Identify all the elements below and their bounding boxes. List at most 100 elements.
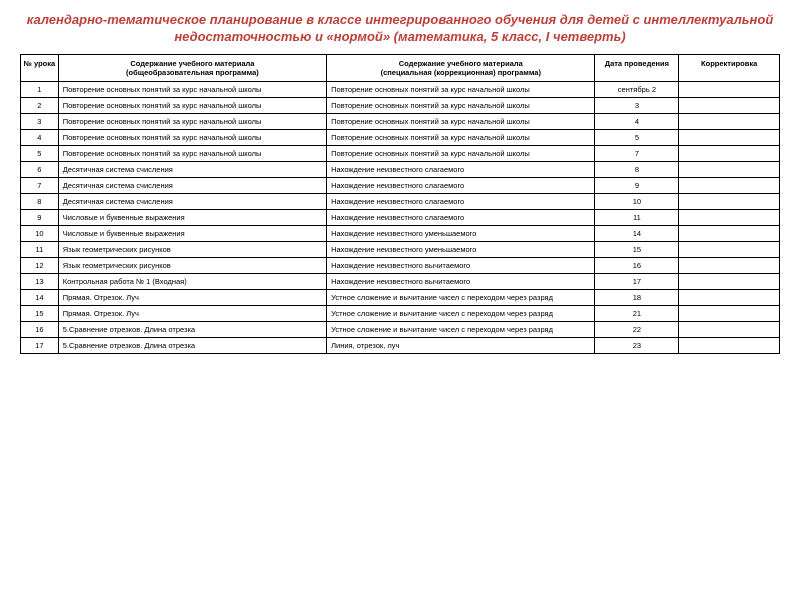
cell-date: 22 xyxy=(595,321,679,337)
cell-content-special: Устное сложение и вычитание чисел с пере… xyxy=(327,321,595,337)
cell-lesson-number: 3 xyxy=(21,113,59,129)
cell-content-general: Язык геометрических рисунков xyxy=(58,241,326,257)
col-content-special-l1: Содержание учебного материала xyxy=(329,59,592,68)
cell-content-special: Нахождение неизвестного слагаемого xyxy=(327,177,595,193)
cell-content-special: Нахождение неизвестного слагаемого xyxy=(327,161,595,177)
table-row: 7Десятичная система счисленияНахождение … xyxy=(21,177,780,193)
cell-correction xyxy=(679,97,780,113)
cell-content-special: Линия, отрезок, луч xyxy=(327,337,595,353)
plan-table: № урока Содержание учебного материала (о… xyxy=(20,54,780,354)
cell-content-general: 5.Сравнение отрезков. Длина отрезка xyxy=(58,337,326,353)
cell-correction xyxy=(679,209,780,225)
cell-date: 8 xyxy=(595,161,679,177)
cell-correction xyxy=(679,289,780,305)
table-row: 8Десятичная система счисленияНахождение … xyxy=(21,193,780,209)
cell-content-general: Повторение основных понятий за курс нача… xyxy=(58,113,326,129)
cell-correction xyxy=(679,145,780,161)
cell-content-special: Нахождение неизвестного слагаемого xyxy=(327,209,595,225)
cell-content-special: Повторение основных понятий за курс нача… xyxy=(327,129,595,145)
col-lesson-number: № урока xyxy=(21,54,59,81)
cell-date: 17 xyxy=(595,273,679,289)
cell-content-special: Повторение основных понятий за курс нача… xyxy=(327,113,595,129)
cell-content-general: Контрольная работа № 1 (Входная) xyxy=(58,273,326,289)
cell-correction xyxy=(679,257,780,273)
cell-date: 4 xyxy=(595,113,679,129)
cell-correction xyxy=(679,161,780,177)
cell-correction xyxy=(679,113,780,129)
cell-date: 9 xyxy=(595,177,679,193)
cell-lesson-number: 14 xyxy=(21,289,59,305)
cell-content-general: Повторение основных понятий за курс нача… xyxy=(58,97,326,113)
cell-content-special: Нахождение неизвестного уменьшаемого xyxy=(327,225,595,241)
col-content-special: Содержание учебного материала (специальн… xyxy=(327,54,595,81)
table-row: 13Контрольная работа № 1 (Входная)Нахожд… xyxy=(21,273,780,289)
cell-content-general: Десятичная система счисления xyxy=(58,177,326,193)
cell-lesson-number: 12 xyxy=(21,257,59,273)
col-content-special-l2: (специальная (коррекционная) программа) xyxy=(329,68,592,77)
table-row: 11Язык геометрических рисунковНахождение… xyxy=(21,241,780,257)
cell-correction xyxy=(679,193,780,209)
cell-content-general: Десятичная система счисления xyxy=(58,161,326,177)
cell-date: 7 xyxy=(595,145,679,161)
cell-content-general: Числовые и буквенные выражения xyxy=(58,209,326,225)
cell-lesson-number: 6 xyxy=(21,161,59,177)
table-row: 10Числовые и буквенные выраженияНахожден… xyxy=(21,225,780,241)
cell-content-general: Прямая. Отрезок. Луч xyxy=(58,305,326,321)
cell-correction xyxy=(679,337,780,353)
cell-content-general: 5.Сравнение отрезков. Длина отрезка xyxy=(58,321,326,337)
page-title: календарно-тематическое планирование в к… xyxy=(20,12,780,46)
cell-content-special: Повторение основных понятий за курс нача… xyxy=(327,81,595,97)
cell-correction xyxy=(679,225,780,241)
table-row: 12Язык геометрических рисунковНахождение… xyxy=(21,257,780,273)
table-row: 175.Сравнение отрезков. Длина отрезкаЛин… xyxy=(21,337,780,353)
cell-correction xyxy=(679,305,780,321)
cell-content-special: Повторение основных понятий за курс нача… xyxy=(327,145,595,161)
cell-date: 10 xyxy=(595,193,679,209)
cell-lesson-number: 10 xyxy=(21,225,59,241)
cell-lesson-number: 5 xyxy=(21,145,59,161)
col-content-general: Содержание учебного материала (общеобраз… xyxy=(58,54,326,81)
cell-lesson-number: 9 xyxy=(21,209,59,225)
cell-correction xyxy=(679,321,780,337)
cell-date: сентябрь 2 xyxy=(595,81,679,97)
cell-content-general: Числовые и буквенные выражения xyxy=(58,225,326,241)
table-row: 165.Сравнение отрезков. Длина отрезкаУст… xyxy=(21,321,780,337)
cell-content-general: Повторение основных понятий за курс нача… xyxy=(58,81,326,97)
cell-correction xyxy=(679,241,780,257)
cell-lesson-number: 2 xyxy=(21,97,59,113)
cell-lesson-number: 17 xyxy=(21,337,59,353)
col-content-general-l2: (общеобразовательная программа) xyxy=(61,68,324,77)
cell-lesson-number: 11 xyxy=(21,241,59,257)
cell-lesson-number: 8 xyxy=(21,193,59,209)
col-content-general-l1: Содержание учебного материала xyxy=(61,59,324,68)
col-date: Дата проведения xyxy=(595,54,679,81)
cell-content-general: Прямая. Отрезок. Луч xyxy=(58,289,326,305)
cell-lesson-number: 16 xyxy=(21,321,59,337)
cell-lesson-number: 7 xyxy=(21,177,59,193)
table-row: 6Десятичная система счисленияНахождение … xyxy=(21,161,780,177)
cell-lesson-number: 13 xyxy=(21,273,59,289)
table-row: 4Повторение основных понятий за курс нач… xyxy=(21,129,780,145)
table-row: 2Повторение основных понятий за курс нач… xyxy=(21,97,780,113)
cell-content-general: Повторение основных понятий за курс нача… xyxy=(58,129,326,145)
cell-date: 16 xyxy=(595,257,679,273)
col-correction: Корректировка xyxy=(679,54,780,81)
cell-correction xyxy=(679,273,780,289)
table-row: 14Прямая. Отрезок. ЛучУстное сложение и … xyxy=(21,289,780,305)
cell-correction xyxy=(679,81,780,97)
cell-lesson-number: 15 xyxy=(21,305,59,321)
table-row: 5Повторение основных понятий за курс нач… xyxy=(21,145,780,161)
cell-lesson-number: 4 xyxy=(21,129,59,145)
cell-content-special: Нахождение неизвестного уменьшаемого xyxy=(327,241,595,257)
cell-correction xyxy=(679,129,780,145)
cell-content-general: Десятичная система счисления xyxy=(58,193,326,209)
cell-content-special: Нахождение неизвестного вычитаемого xyxy=(327,257,595,273)
cell-content-special: Устное сложение и вычитание чисел с пере… xyxy=(327,305,595,321)
cell-date: 18 xyxy=(595,289,679,305)
cell-date: 3 xyxy=(595,97,679,113)
cell-lesson-number: 1 xyxy=(21,81,59,97)
cell-date: 5 xyxy=(595,129,679,145)
cell-content-special: Нахождение неизвестного вычитаемого xyxy=(327,273,595,289)
cell-content-general: Повторение основных понятий за курс нача… xyxy=(58,145,326,161)
cell-date: 11 xyxy=(595,209,679,225)
